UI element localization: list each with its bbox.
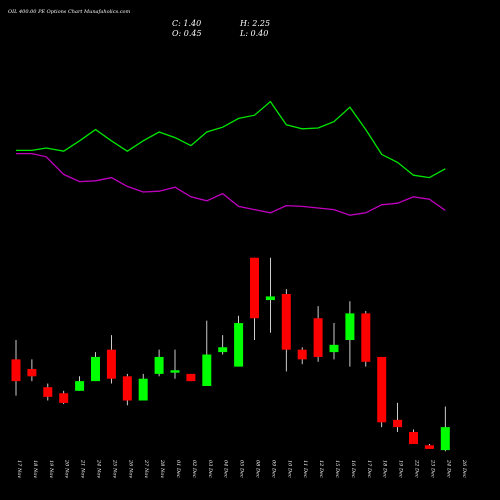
overlay-line-2 — [16, 152, 446, 216]
low-value: L: 0.40 — [240, 29, 269, 38]
x-tick-label: 18 Nov — [32, 460, 38, 478]
x-axis-labels: 17 Nov 18 Nov 19 Nov 20 Nov 21 Nov 24 Nov 25 N… — [16, 459, 467, 478]
overlay-line-1 — [16, 100, 446, 179]
x-tick-label: 25 Nov — [111, 459, 117, 478]
candle-body — [154, 356, 164, 374]
high-value: H: 2.25 — [240, 19, 271, 28]
close-value: C: 1.40 — [172, 19, 202, 28]
candle-body — [265, 296, 275, 301]
x-tick-label: 15 Dec — [334, 460, 340, 478]
candle-body — [440, 427, 450, 451]
candle-body — [329, 344, 339, 353]
x-tick-label: 09 Dec — [270, 460, 276, 478]
candle-body — [91, 356, 100, 382]
candle-body — [297, 349, 307, 360]
x-tick-label: 11 Dec — [302, 460, 308, 478]
x-tick-label: 05 Dec — [239, 460, 245, 478]
candle-body — [186, 373, 196, 382]
overlay-lines — [16, 100, 446, 216]
candle-body — [59, 393, 69, 403]
candle-body — [313, 318, 323, 357]
x-tick-label: 24 Dec — [445, 459, 451, 478]
x-tick-label: 01 Dec — [175, 460, 181, 478]
candle-body — [43, 387, 53, 397]
x-tick-label: 17 Nov — [16, 460, 22, 478]
x-tick-label: 26 Nov — [127, 459, 133, 478]
candle-body — [345, 313, 355, 340]
x-tick-label: 03 Dec — [207, 460, 213, 478]
candle-body — [122, 376, 132, 401]
candle-body — [170, 370, 180, 373]
x-tick-label: 08 Dec — [255, 460, 261, 478]
candle-body — [138, 378, 148, 401]
candle-body — [377, 356, 387, 423]
chart-title: OIL 400.00 PE Options Chart Munafaholics… — [8, 9, 131, 15]
x-tick-label: 04 Dec — [223, 460, 229, 478]
open-value: O: 0.45 — [172, 29, 202, 38]
candle-body — [106, 349, 116, 379]
x-tick-label: 26 Dec — [461, 459, 467, 478]
x-tick-label: 23 Dec — [429, 459, 435, 478]
x-tick-label: 19 Dec — [398, 460, 404, 478]
candle-body — [281, 294, 291, 350]
x-tick-label: 28 Nov — [159, 459, 165, 478]
x-tick-label: 18 Dec — [382, 460, 388, 478]
candle-body — [218, 347, 228, 353]
x-tick-label: 12 Dec — [318, 460, 324, 478]
candle-body — [234, 323, 244, 367]
candle-body — [27, 369, 37, 377]
candle-body — [250, 257, 259, 319]
candles — [11, 257, 450, 452]
candle-body — [393, 419, 403, 428]
x-tick-label: 17 Dec — [366, 460, 372, 478]
x-tick-label: 20 Nov — [64, 459, 70, 478]
x-tick-label: 27 Nov — [143, 459, 149, 478]
x-tick-label: 02 Dec — [191, 460, 197, 478]
x-tick-label: 16 Dec — [350, 460, 356, 478]
candle-body — [424, 445, 434, 449]
x-tick-label: 10 Dec — [286, 460, 292, 478]
candle-body — [361, 313, 371, 362]
x-tick-label: 21 Nov — [80, 459, 86, 478]
candle-body — [11, 359, 21, 382]
candle-body — [202, 354, 212, 386]
candle-body — [75, 381, 85, 391]
x-tick-label: 24 Nov — [96, 459, 102, 478]
x-tick-label: 19 Nov — [48, 460, 54, 478]
x-tick-label: 22 Dec — [414, 459, 420, 478]
candle-body — [409, 431, 418, 445]
